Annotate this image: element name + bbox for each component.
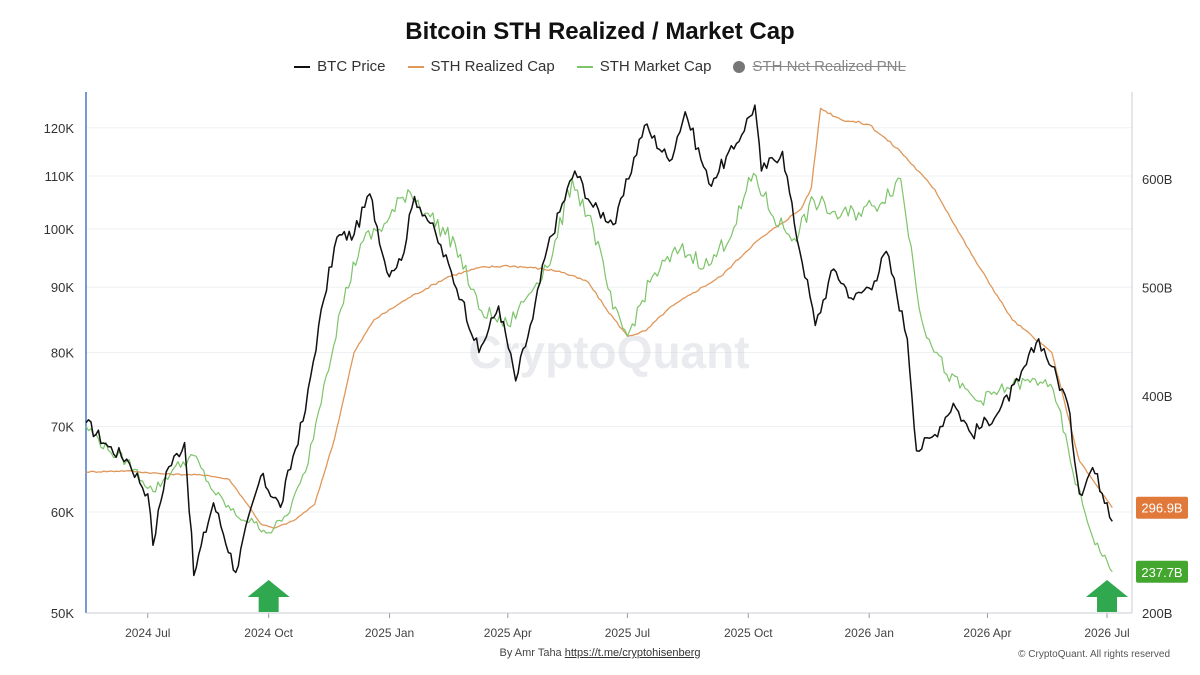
legend-dot-sth-net-realized-pnl — [733, 60, 746, 73]
end-value-badge-label: 296.9B — [1141, 501, 1182, 516]
series-line-sth-realized-cap — [85, 107, 1113, 529]
copyright-notice: © CryptoQuant. All rights reserved — [1018, 649, 1170, 660]
series-line-sth-market-cap — [85, 172, 1113, 573]
y-right-tick-label: 600B — [1142, 172, 1172, 187]
legend-item-sth-net-realized-pnl[interactable]: STH Net Realized PNL — [733, 58, 906, 75]
x-tick-label: 2026 Jul — [1084, 626, 1129, 640]
legend-swatch-sth-realized-cap — [407, 65, 424, 68]
up-arrow-icon — [1086, 580, 1129, 612]
x-tick-label: 2026 Apr — [963, 626, 1011, 640]
legend-label-sth-market-cap: STH Market Cap — [599, 58, 712, 75]
credit-link[interactable]: https://t.me/cryptohisenberg — [564, 647, 701, 659]
footer-credit: By Amr Taha https://t.me/cryptohisenberg — [0, 647, 1200, 659]
y-left-tick-label: 90K — [51, 280, 74, 295]
legend-item-sth-market-cap[interactable]: STH Market Cap — [576, 58, 712, 75]
legend-swatch-btc-price — [294, 65, 311, 68]
y-left-tick-label: 70K — [51, 420, 74, 435]
y-right-tick-label: 200B — [1142, 606, 1172, 621]
x-tick-label: 2024 Oct — [244, 626, 293, 640]
legend-label-sth-realized-cap: STH Realized Cap — [430, 58, 555, 75]
y-left-tick-label: 50K — [51, 606, 74, 621]
credit-author: By Amr Taha — [499, 647, 562, 659]
series-line-btc-price — [85, 104, 1113, 577]
legend-swatch-sth-market-cap — [576, 65, 593, 68]
x-tick-label: 2025 Jan — [365, 626, 414, 640]
legend-label-sth-net-realized-pnl: STH Net Realized PNL — [752, 58, 906, 75]
end-value-badge-label: 237.7B — [1141, 565, 1182, 580]
legend-item-sth-realized-cap[interactable]: STH Realized Cap — [407, 58, 555, 75]
up-arrow-icon — [247, 580, 290, 612]
y-left-tick-label: 120K — [44, 121, 75, 136]
legend: BTC Price STH Realized Cap STH Market Ca… — [0, 58, 1200, 75]
y-left-tick-label: 100K — [44, 222, 75, 237]
y-left-tick-label: 80K — [51, 346, 74, 361]
end-value-badge — [1136, 496, 1188, 519]
x-tick-label: 2025 Jul — [605, 626, 650, 640]
y-left-tick-label: 60K — [51, 505, 74, 520]
y-right-tick-label: 500B — [1142, 280, 1172, 295]
y-left-tick-label: 110K — [45, 169, 75, 184]
y-right-tick-label: 400B — [1142, 389, 1172, 404]
legend-item-btc-price[interactable]: BTC Price — [294, 58, 386, 75]
x-tick-label: 2024 Jul — [125, 626, 170, 640]
x-tick-label: 2026 Jan — [844, 626, 893, 640]
x-tick-label: 2025 Oct — [724, 626, 773, 640]
watermark: CryptoQuant — [468, 326, 749, 378]
chart-title: Bitcoin STH Realized / Market Cap — [405, 18, 795, 45]
x-tick-label: 2025 Apr — [484, 626, 532, 640]
legend-label-btc-price: BTC Price — [317, 58, 386, 75]
end-value-badge — [1136, 560, 1188, 583]
